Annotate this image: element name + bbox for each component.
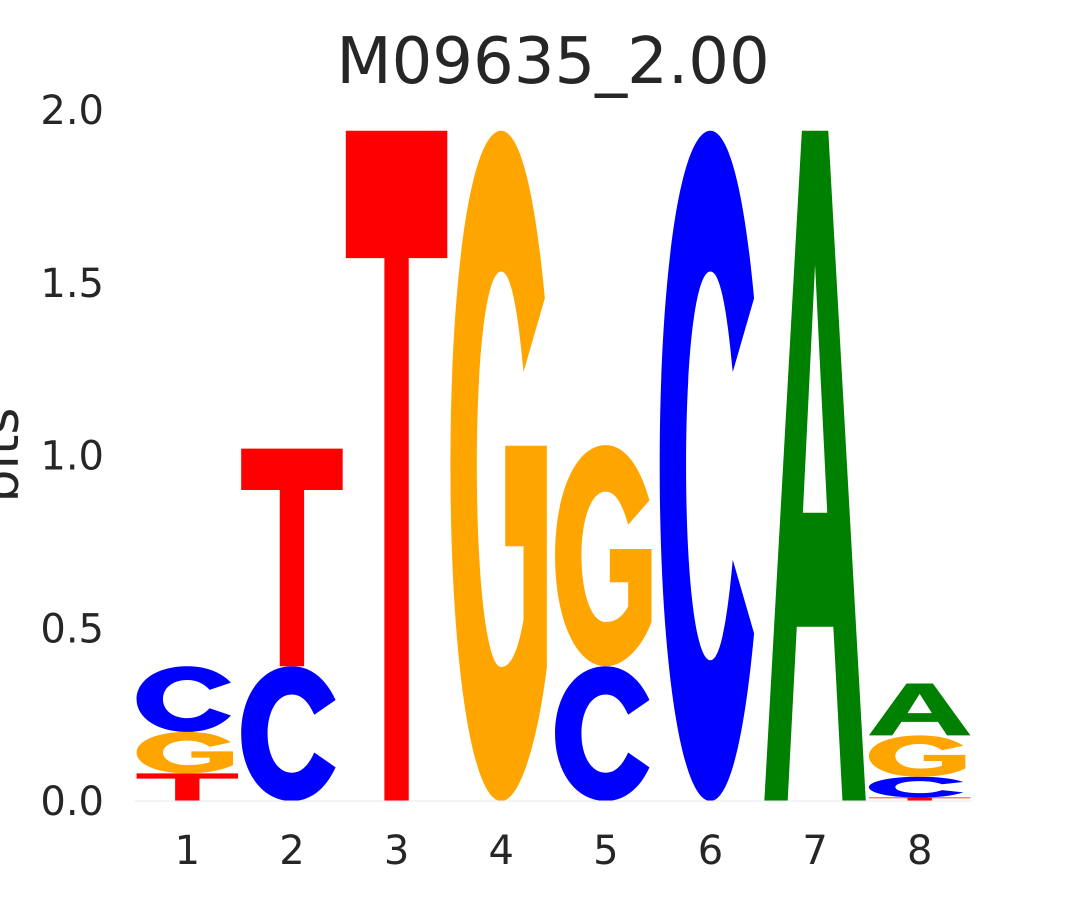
- x-tick-label: 3: [384, 828, 409, 874]
- letter-G-pos-4: [450, 130, 547, 802]
- letter-G-pos-5: [555, 445, 652, 667]
- letter-G-pos-8: [868, 735, 966, 777]
- letter-C-pos-1: [136, 666, 231, 732]
- y-tick-label: 2.0: [40, 88, 104, 134]
- letter-C-pos-6: [659, 130, 755, 802]
- x-tick-label: 8: [907, 828, 932, 874]
- letter-C-pos-8: [868, 776, 964, 798]
- y-tick-label: 0.5: [40, 606, 104, 652]
- y-tick-label: 1.5: [40, 261, 104, 307]
- y-tick-label: 1.0: [40, 434, 104, 480]
- letter-C-pos-5: [555, 666, 650, 801]
- y-tick-label: 0.0: [40, 779, 104, 825]
- letter-T-pos-2: [241, 448, 343, 667]
- x-tick-label: 5: [593, 828, 618, 874]
- x-tick-label: 6: [698, 828, 723, 874]
- x-axis-ticks: 1 2 3 4 5 6 7 8: [175, 828, 933, 874]
- letter-A-pos-8: [868, 683, 971, 736]
- x-tick-label: 4: [488, 828, 513, 874]
- letter-A-pos-7: [764, 130, 866, 802]
- x-tick-label: 2: [279, 828, 304, 874]
- chart-title: M09635_2.00: [336, 25, 769, 99]
- letter-T-pos-3: [345, 130, 448, 802]
- x-tick-label: 7: [802, 828, 827, 874]
- letter-stacks: [136, 130, 971, 802]
- x-tick-label: 1: [175, 828, 200, 874]
- letter-C-pos-2: [241, 666, 336, 801]
- letter-T-pos-8: [868, 797, 971, 801]
- letter-G-pos-1: [136, 731, 233, 774]
- y-axis-ticks: 0.0 0.5 1.0 1.5 2.0: [40, 88, 104, 825]
- letter-T-pos-1: [136, 773, 239, 801]
- y-axis-label: bits: [0, 408, 31, 503]
